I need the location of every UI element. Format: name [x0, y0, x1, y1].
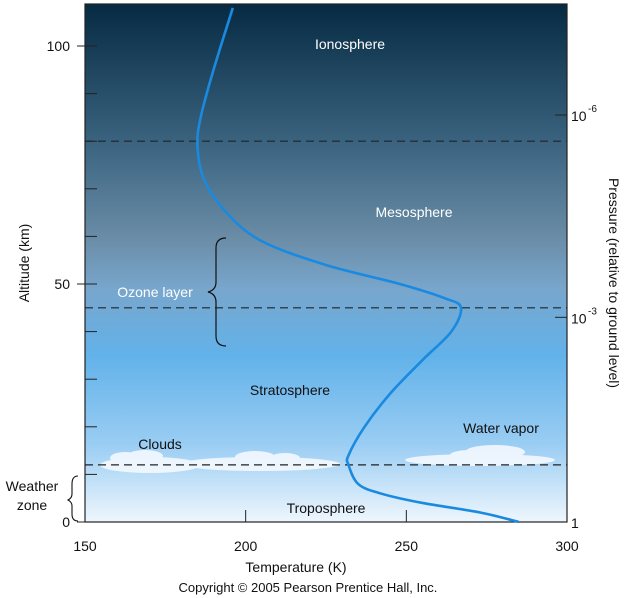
x-axis-label: Temperature (K) [245, 559, 346, 575]
label-clouds: Clouds [138, 436, 182, 452]
pressure-tick-label: 10 [571, 108, 587, 124]
pressure-tick-exponent: -6 [588, 104, 597, 115]
label-weather-zone-1: Weather [6, 478, 59, 494]
y-tick-label: 50 [54, 276, 70, 292]
pressure-tick-exponent: -3 [588, 306, 597, 317]
y-tick-label: 100 [47, 38, 71, 54]
label-stratosphere: Stratosphere [250, 382, 330, 398]
y2-axis-label: Pressure (relative to ground level) [606, 178, 622, 388]
label-ionosphere: Ionosphere [315, 36, 385, 52]
y-axis-label: Altitude (km) [16, 224, 32, 303]
copyright: Copyright © 2005 Pearson Prentice Hall, … [179, 580, 438, 595]
label-mesosphere: Mesosphere [375, 204, 452, 220]
x-tick-label: 300 [555, 538, 579, 554]
pressure-tick-label: 10 [571, 310, 587, 326]
x-tick-label: 150 [73, 538, 97, 554]
ozone-brace [207, 237, 227, 347]
x-tick-label: 200 [234, 538, 258, 554]
x-tick-label: 250 [395, 538, 419, 554]
label-water-vapor: Water vapor [463, 420, 539, 436]
plot-background [84, 3, 568, 523]
pressure-tick-label: 1 [571, 515, 579, 531]
temperature-curve [196, 7, 520, 524]
label-weather-zone-2: zone [17, 497, 48, 513]
label-ozone-layer: Ozone layer [117, 284, 193, 300]
y-tick-label: 0 [62, 514, 70, 530]
label-troposphere: Troposphere [287, 500, 366, 516]
weather-zone-brace [66, 475, 79, 522]
